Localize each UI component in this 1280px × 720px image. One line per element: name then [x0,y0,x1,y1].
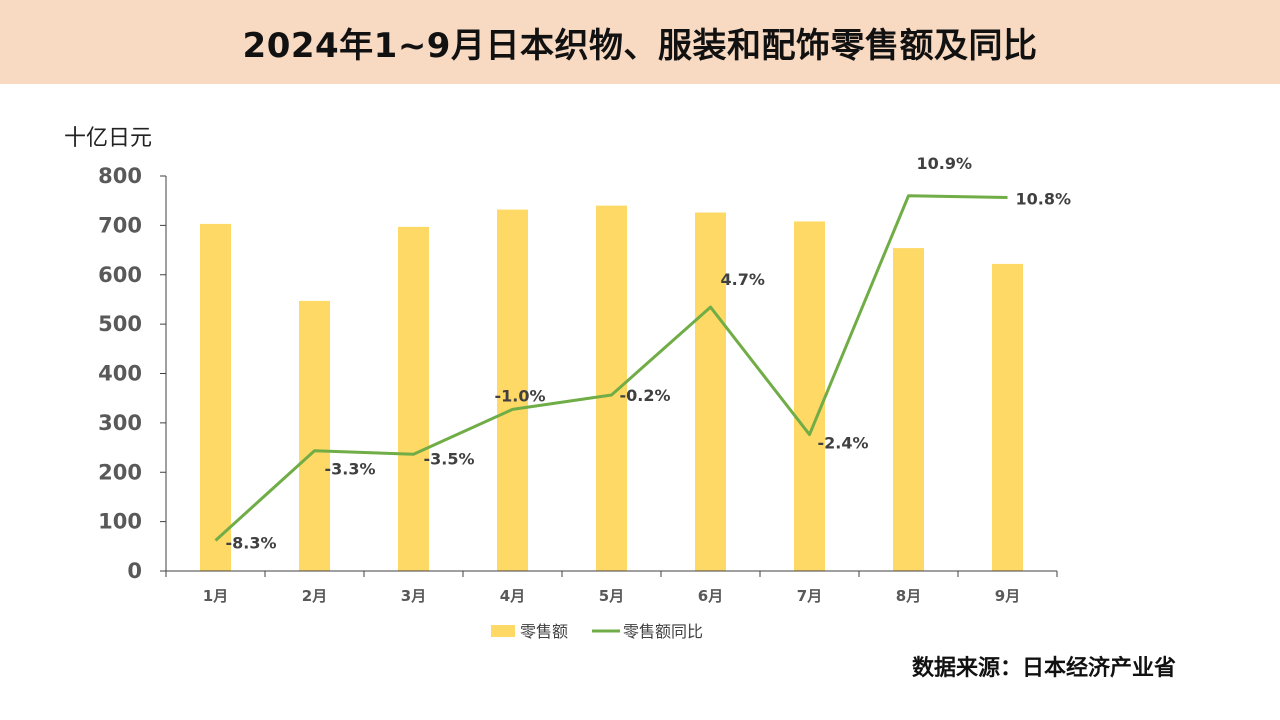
y-tick-label: 100 [98,510,142,534]
y-tick-label: 600 [98,263,142,287]
bar-7月 [794,221,825,572]
title-banner: 2024年1~9月日本织物、服装和配饰零售额及同比 [0,0,1280,84]
data-label-yoy: -3.5% [424,449,475,468]
bar-5月 [596,205,627,571]
bar-6月 [695,212,726,571]
y-tick-label: 400 [98,362,142,386]
x-tick-label: 7月 [797,587,822,605]
data-label-yoy: 10.8% [1016,190,1072,209]
bar-4月 [497,209,528,571]
y-tick-label: 200 [98,460,142,484]
y-tick-label: 0 [127,559,142,583]
legend-label-line: 零售额同比 [623,622,703,641]
x-tick-label: 1月 [203,587,228,605]
data-label-yoy: -0.2% [620,386,671,405]
y-tick-label: 300 [98,411,142,435]
bar-2月 [299,300,330,571]
data-label-yoy: -3.3% [325,460,376,479]
y-tick-label: 500 [98,312,142,336]
y-tick-label: 700 [98,213,142,237]
data-label-yoy: 4.7% [721,270,765,289]
page-title: 2024年1~9月日本织物、服装和配饰零售额及同比 [242,25,1038,66]
x-tick-label: 4月 [500,587,525,605]
line-yoy [214,194,1008,542]
x-tick-label: 8月 [896,587,921,605]
bar-8月 [893,248,924,571]
data-label-yoy: -1.0% [495,386,546,405]
data-label-yoy: -8.3% [226,533,277,552]
y-axis-unit-label: 十亿日元 [64,126,153,151]
bar-9月 [992,263,1023,571]
y-tick-label: 800 [98,164,142,188]
x-tick-label: 9月 [995,587,1020,605]
data-label-yoy: 10.9% [917,154,973,173]
bar-3月 [398,226,429,571]
data-label-yoy: -2.4% [818,434,869,453]
x-tick-label: 3月 [401,587,426,605]
x-tick-label: 5月 [599,587,624,605]
x-tick-label: 6月 [698,587,723,605]
bar-1月 [200,223,231,572]
legend-label-bar: 零售额 [520,622,568,641]
x-tick-label: 2月 [302,587,327,605]
source-note: 数据来源：日本经济产业省 [911,656,1176,681]
legend-swatch-bar [491,625,515,637]
